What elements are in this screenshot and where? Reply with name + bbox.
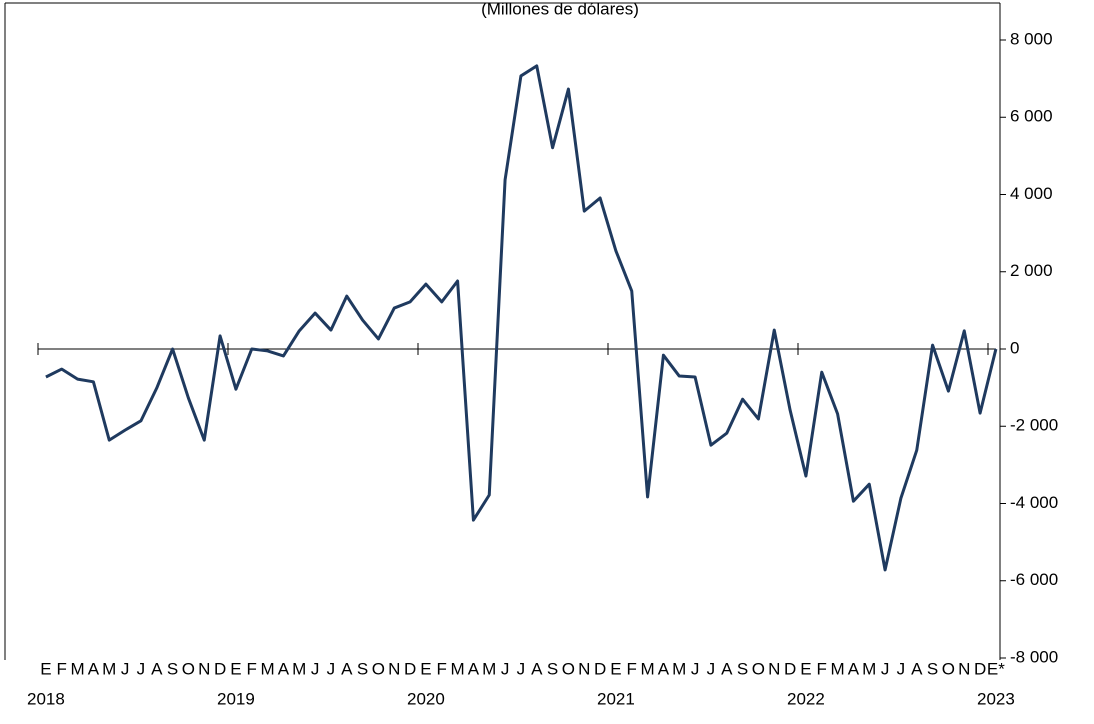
x-tick-label: S [547, 659, 558, 678]
y-tick-label: -4 000 [1010, 493, 1058, 512]
x-tick-label: N [388, 659, 400, 678]
x-tick-label: J [691, 659, 700, 678]
x-tick-label: D [974, 659, 986, 678]
x-tick-label: E [420, 659, 431, 678]
x-tick-label: J [881, 659, 890, 678]
x-tick-label: S [357, 659, 368, 678]
x-group-label: 2023 [977, 689, 1015, 708]
x-tick-label: D [784, 659, 796, 678]
x-tick-label: J [121, 659, 130, 678]
x-tick-label: E* [987, 659, 1005, 678]
x-tick-label: A [848, 659, 860, 678]
x-tick-label: M [830, 659, 844, 678]
x-group-label: 2018 [27, 689, 65, 708]
x-tick-label: N [958, 659, 970, 678]
x-tick-label: E [800, 659, 811, 678]
x-tick-label: M [102, 659, 116, 678]
x-tick-label: M [450, 659, 464, 678]
x-tick-label: A [278, 659, 290, 678]
y-tick-label: 6 000 [1010, 107, 1053, 126]
x-tick-label: E [40, 659, 51, 678]
x-tick-label: O [562, 659, 575, 678]
x-tick-label: J [311, 659, 320, 678]
x-tick-label: M [482, 659, 496, 678]
y-tick-label: -8 000 [1010, 647, 1058, 666]
x-tick-label: A [341, 659, 353, 678]
x-tick-label: A [88, 659, 100, 678]
x-tick-label: M [70, 659, 84, 678]
x-tick-label: N [198, 659, 210, 678]
x-tick-label: O [942, 659, 955, 678]
x-tick-label: J [707, 659, 716, 678]
x-tick-label: A [721, 659, 733, 678]
x-tick-label: A [911, 659, 923, 678]
x-tick-label: A [658, 659, 670, 678]
y-tick-label: 8 000 [1010, 29, 1053, 48]
chart-subtitle: (Millones de dólares) [481, 0, 639, 18]
x-tick-label: D [404, 659, 416, 678]
x-group-label: 2022 [787, 689, 825, 708]
x-tick-label: N [768, 659, 780, 678]
x-tick-label: F [247, 659, 257, 678]
x-tick-label: O [372, 659, 385, 678]
x-tick-label: F [437, 659, 447, 678]
x-tick-label: S [737, 659, 748, 678]
x-tick-label: O [182, 659, 195, 678]
x-tick-label: J [517, 659, 526, 678]
x-group-label: 2019 [217, 689, 255, 708]
x-tick-label: A [468, 659, 480, 678]
x-tick-label: F [817, 659, 827, 678]
x-tick-label: S [167, 659, 178, 678]
x-tick-label: M [672, 659, 686, 678]
x-tick-label: E [230, 659, 241, 678]
x-tick-label: E [610, 659, 621, 678]
x-tick-label: O [752, 659, 765, 678]
x-tick-label: F [627, 659, 637, 678]
x-tick-label: S [927, 659, 938, 678]
x-tick-label: A [151, 659, 163, 678]
x-tick-label: J [897, 659, 906, 678]
x-tick-label: N [578, 659, 590, 678]
x-tick-label: J [137, 659, 146, 678]
y-tick-label: -2 000 [1010, 416, 1058, 435]
x-tick-label: M [292, 659, 306, 678]
x-group-label: 2020 [407, 689, 445, 708]
x-tick-label: M [260, 659, 274, 678]
x-tick-label: J [501, 659, 510, 678]
y-tick-label: 0 [1010, 338, 1019, 357]
y-tick-label: 4 000 [1010, 184, 1053, 203]
x-tick-label: M [640, 659, 654, 678]
y-tick-label: 2 000 [1010, 261, 1053, 280]
x-tick-label: M [862, 659, 876, 678]
x-group-label: 2021 [597, 689, 635, 708]
y-tick-label: -6 000 [1010, 570, 1058, 589]
x-tick-label: A [531, 659, 543, 678]
line-series [45, 64, 998, 572]
x-tick-label: D [214, 659, 226, 678]
x-tick-label: D [594, 659, 606, 678]
x-tick-label: J [327, 659, 336, 678]
x-tick-label: F [57, 659, 67, 678]
